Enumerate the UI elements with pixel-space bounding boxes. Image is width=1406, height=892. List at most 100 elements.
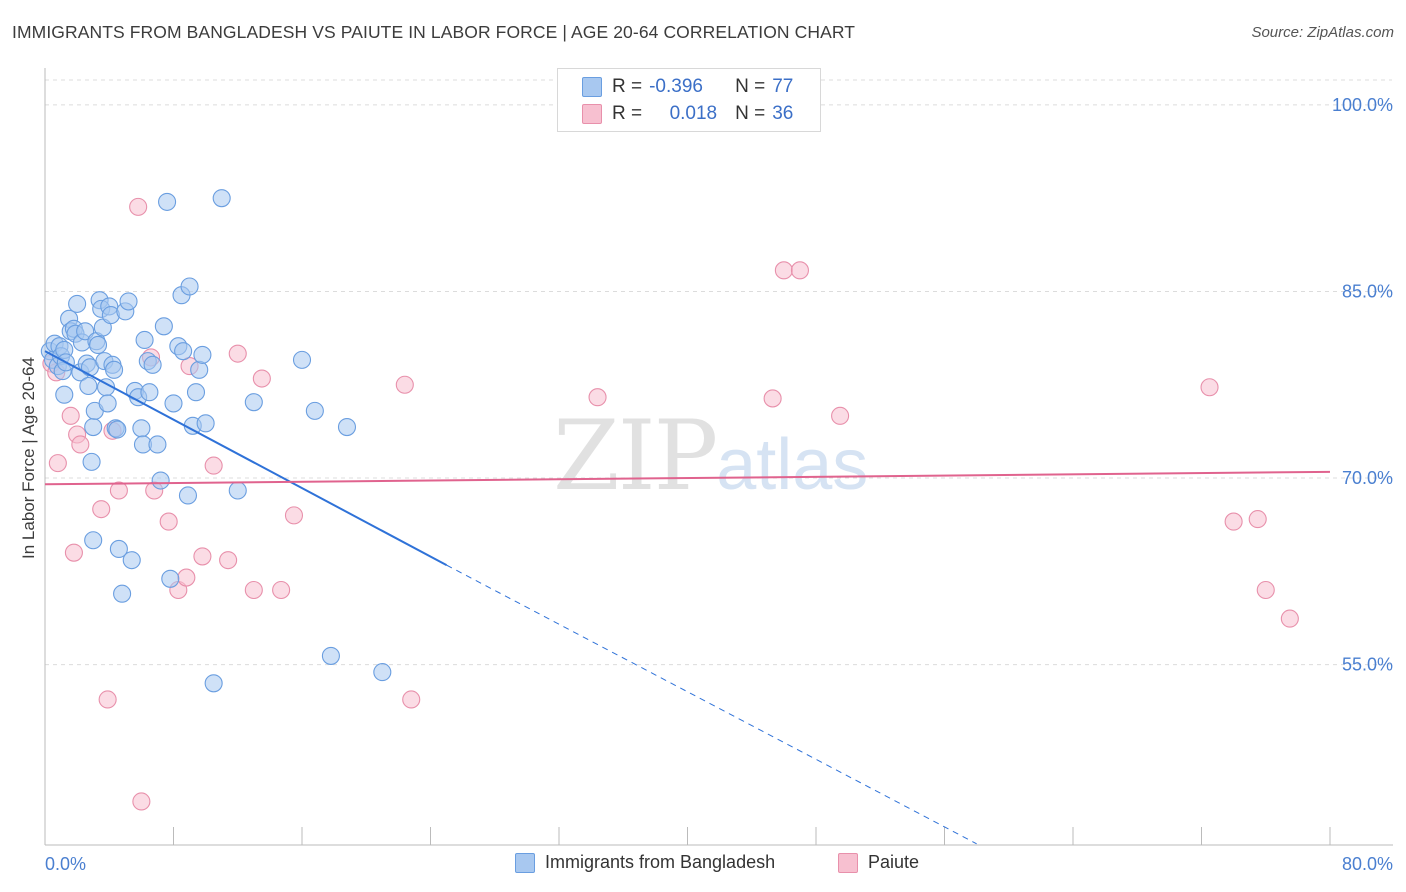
y-tick-label: 100.0% — [1332, 95, 1393, 115]
data-point — [321, 646, 340, 665]
legend-label: Immigrants from Bangladesh — [545, 852, 776, 872]
data-point — [105, 360, 124, 379]
legend-item-paiute: Paiute — [838, 852, 919, 873]
data-point — [790, 261, 809, 280]
data-point — [244, 580, 263, 600]
data-point — [68, 294, 87, 313]
data-point — [284, 506, 304, 525]
data-point — [219, 551, 238, 570]
data-point — [228, 481, 247, 500]
series-legend: Immigrants from Bangladesh Paiute — [0, 852, 1406, 878]
data-point — [161, 569, 180, 588]
data-point — [193, 547, 212, 566]
data-point — [84, 417, 103, 437]
data-point — [92, 500, 111, 519]
data-point — [272, 580, 291, 600]
data-point — [774, 261, 793, 280]
data-point — [113, 584, 132, 603]
n-value: 77 — [772, 76, 794, 97]
axis-labels: 55.0% 70.0% 85.0% 100.0% 0.0% 80.0% In Labor F… — [19, 95, 1393, 874]
data-point — [395, 375, 414, 394]
correlation-legend: R = -0.396 N = 77 R = 0.018 N = 36 — [557, 68, 821, 132]
data-point — [48, 454, 67, 473]
data-point — [763, 389, 782, 408]
data-point — [228, 344, 247, 363]
axes — [44, 68, 1393, 846]
data-point — [119, 292, 138, 311]
legend-item-bangladesh: Immigrants from Bangladesh — [515, 852, 775, 873]
data-point — [212, 189, 231, 208]
grid-lines — [45, 79, 1392, 666]
data-point — [122, 551, 141, 570]
data-point — [135, 330, 154, 350]
data-point — [164, 394, 183, 413]
data-point — [831, 406, 850, 425]
trend-line-paiute — [44, 470, 1331, 486]
data-point — [373, 663, 392, 682]
legend-swatch-bangladesh — [582, 77, 602, 97]
data-point — [108, 420, 127, 439]
data-point — [244, 393, 263, 412]
legend-row-paiute: R = 0.018 N = 36 — [582, 102, 793, 126]
data-point — [132, 419, 151, 438]
data-point — [193, 345, 212, 364]
legend-swatch-bangladesh — [515, 852, 535, 873]
r-value: 0.018 — [669, 103, 718, 124]
data-point — [177, 568, 196, 587]
data-point — [55, 385, 74, 404]
watermark-atlas: atlas — [716, 425, 869, 505]
data-point — [143, 355, 162, 374]
legend-swatch-paiute — [582, 104, 602, 124]
trend-line-bangladesh — [44, 350, 448, 567]
chart-title: IMMIGRANTS FROM BANGLADESH VS PAIUTE IN … — [12, 22, 856, 42]
data-point — [129, 197, 148, 216]
r-value: -0.396 — [649, 76, 703, 97]
data-point — [140, 383, 159, 402]
y-tick-label: 70.0% — [1342, 468, 1393, 488]
watermark-zip: ZIP — [553, 400, 718, 512]
r-label: R = — [612, 103, 643, 124]
data-point — [71, 435, 90, 454]
data-point — [402, 690, 421, 709]
legend-label: Paiute — [868, 852, 920, 872]
n-value: 36 — [772, 103, 794, 124]
x-tick-label: 0.0% — [45, 854, 86, 874]
data-point — [292, 350, 312, 369]
data-point — [64, 543, 83, 562]
n-label: N = — [735, 76, 766, 97]
data-point — [186, 383, 206, 402]
data-point — [1256, 580, 1275, 600]
source-label: Source: ZipAtlas.com — [1251, 24, 1394, 41]
y-axis-label: In Labor Force | Age 20-64 — [19, 357, 38, 559]
data-point — [109, 539, 128, 559]
data-point — [305, 401, 324, 420]
data-point — [88, 335, 108, 355]
data-point — [154, 317, 173, 336]
data-point — [196, 414, 215, 433]
data-point — [190, 360, 209, 379]
data-point — [1200, 378, 1219, 397]
data-point — [337, 417, 357, 437]
legend-swatch-paiute — [838, 852, 858, 873]
data-point — [148, 435, 167, 454]
data-point — [159, 512, 178, 531]
data-point — [1224, 512, 1243, 531]
data-points — [40, 189, 1299, 811]
data-point — [151, 471, 170, 490]
data-point — [1248, 510, 1267, 529]
data-point — [204, 456, 223, 475]
data-point — [79, 376, 98, 396]
data-point — [180, 277, 199, 296]
data-point — [61, 406, 80, 425]
data-point — [252, 369, 271, 388]
trend-lines — [44, 350, 1331, 845]
legend-row-bangladesh: R = -0.396 N = 77 — [582, 75, 793, 99]
y-tick-label: 85.0% — [1342, 281, 1393, 301]
trend-line-bangladesh-extension — [446, 564, 977, 845]
x-tick-label: 80.0% — [1342, 854, 1393, 874]
data-point — [109, 481, 128, 500]
data-point — [132, 792, 151, 811]
y-tick-label: 55.0% — [1342, 655, 1393, 675]
data-point — [1280, 609, 1299, 628]
